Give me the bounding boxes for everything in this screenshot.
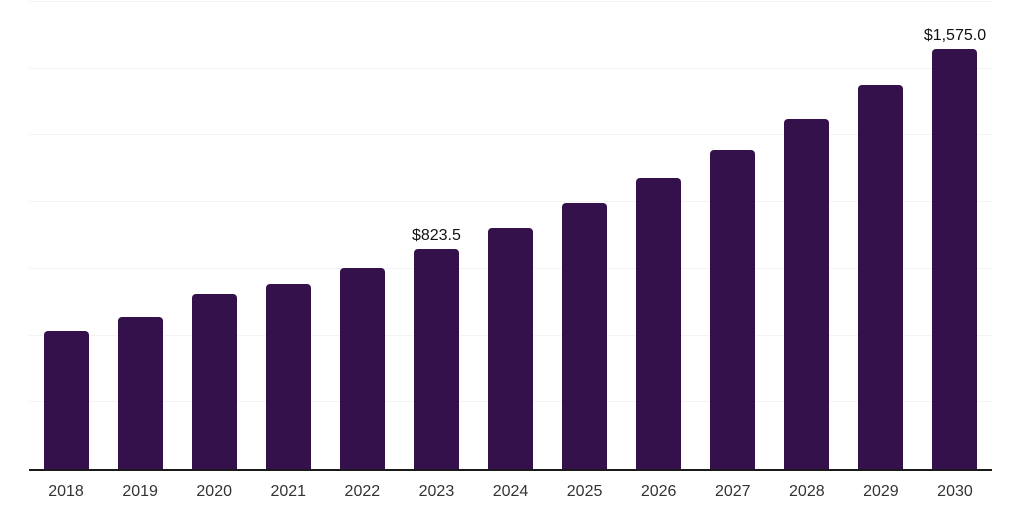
bar <box>43 331 89 469</box>
bar-group <box>770 118 844 469</box>
bar-group <box>844 85 918 469</box>
x-axis-labels: 2018 2019 2020 2021 2022 2023 2024 2025 2026 2027… <box>29 483 992 501</box>
x-axis-line <box>29 469 992 471</box>
bar-group <box>177 294 251 469</box>
gridline <box>29 201 992 203</box>
gridline <box>29 1 992 2</box>
bar-group <box>696 150 770 469</box>
x-tick-label: 2023 <box>418 483 455 500</box>
plot-area: $823.5 $1,575.0 <box>29 0 992 471</box>
bar-group: $1,575.0 <box>918 27 992 469</box>
bar <box>487 227 533 469</box>
bar-group <box>548 203 622 469</box>
x-tick-label: 2026 <box>640 483 677 500</box>
x-tick-label: 2018 <box>48 483 84 500</box>
x-tick-label: 2027 <box>714 483 751 500</box>
x-tick-label: 2028 <box>789 483 825 500</box>
bar-value-label: $823.5 <box>411 227 461 245</box>
bar <box>117 316 163 469</box>
bar <box>858 85 904 469</box>
bar <box>413 249 459 469</box>
bar <box>265 284 311 469</box>
bar-group <box>29 331 103 469</box>
bar <box>784 118 830 469</box>
bar-group <box>251 284 325 469</box>
x-tick-label: 2024 <box>492 483 529 500</box>
bar-group: $823.5 <box>399 227 473 469</box>
x-tick-label: 2021 <box>270 483 307 500</box>
bar-group <box>103 316 177 469</box>
x-tick-label: 2025 <box>566 483 603 500</box>
bar <box>191 294 237 469</box>
bar <box>339 268 385 469</box>
gridline <box>29 67 992 69</box>
gridline <box>29 134 992 136</box>
bar-value-label: $1,575.0 <box>923 26 987 44</box>
bar <box>636 177 682 469</box>
bar <box>710 150 756 469</box>
bar-group <box>622 177 696 469</box>
x-tick-label: 2029 <box>863 483 899 500</box>
bar-group <box>325 268 399 469</box>
bar <box>932 48 978 469</box>
bar-group <box>473 227 547 469</box>
x-tick-label: 2020 <box>196 483 232 500</box>
x-tick-label: 2022 <box>344 483 381 500</box>
x-tick-label: 2019 <box>122 483 158 500</box>
x-tick-label: 2030 <box>937 483 973 500</box>
bar <box>562 203 608 469</box>
